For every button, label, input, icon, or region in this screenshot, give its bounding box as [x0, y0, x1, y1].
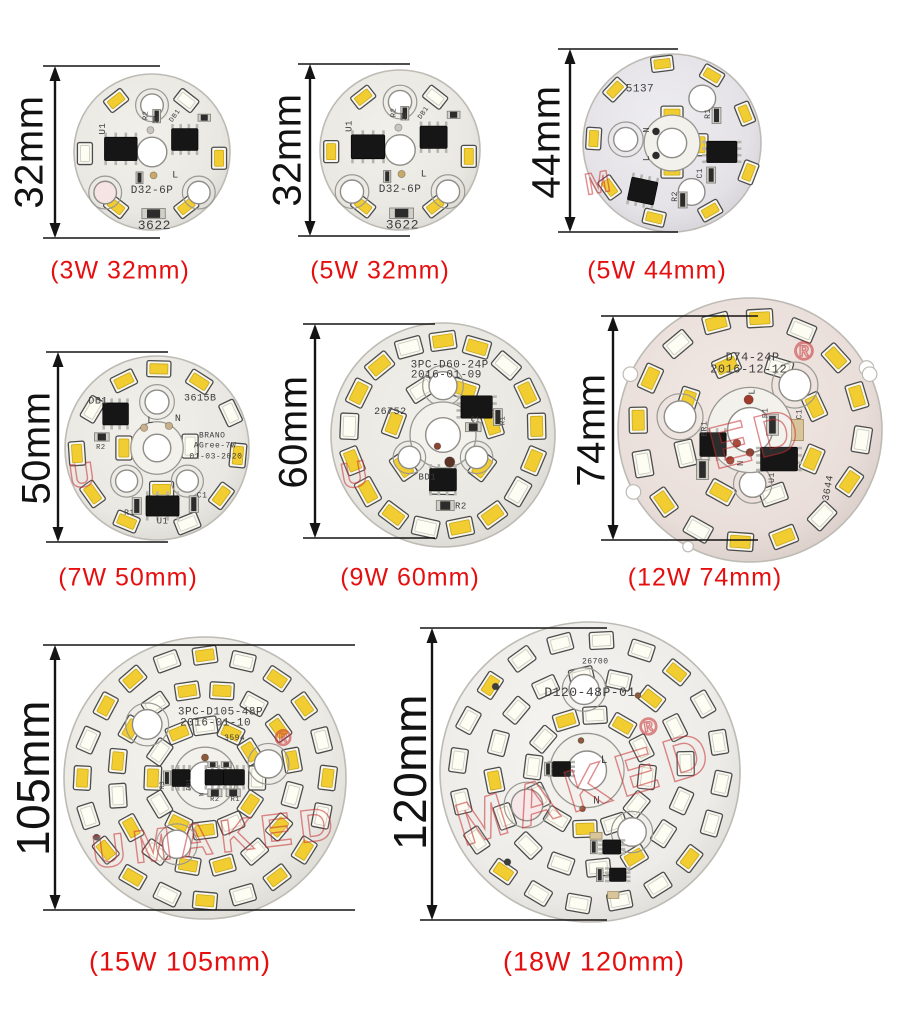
svg-text:®: ® [637, 712, 662, 742]
svg-text:R1: R1 [231, 796, 240, 804]
svg-text:C1: C1 [197, 491, 208, 500]
svg-text:L: L [147, 416, 154, 427]
svg-text:L: L [642, 155, 652, 161]
svg-text:R1: R1 [499, 416, 507, 425]
caption-7w-50mm: (7W 50mm) [58, 563, 198, 592]
caption-5w-44mm: (5W 44mm) [587, 256, 727, 285]
svg-text:N: N [153, 115, 160, 126]
svg-text:U1: U1 [345, 120, 355, 132]
svg-text:D32-6P: D32-6P [131, 185, 174, 197]
dimension-label-5: 60mm [271, 375, 316, 489]
svg-text:26700: 26700 [582, 657, 609, 666]
svg-text:U1: U1 [768, 472, 777, 483]
svg-text:D32-6P: D32-6P [379, 184, 422, 196]
dimension-label-4: 50mm [14, 391, 59, 505]
dimension-label-1: 32mm [7, 95, 52, 209]
svg-text:R2: R2 [455, 502, 467, 512]
pcb-module-5w-44mm: 5137 N L R1 C1 R2 M [558, 48, 762, 233]
svg-text:R2: R2 [143, 111, 151, 120]
svg-text:R2: R2 [671, 191, 680, 202]
svg-text:L: L [421, 169, 428, 180]
svg-text:D120-48P-01: D120-48P-01 [544, 685, 635, 700]
svg-text:R2: R2 [390, 108, 398, 117]
svg-text:C1: C1 [796, 409, 805, 420]
svg-text:3PC-D105-48P: 3PC-D105-48P [178, 706, 263, 718]
svg-text:R3: R3 [159, 781, 166, 789]
svg-text:3622: 3622 [386, 218, 419, 233]
svg-text:3622: 3622 [138, 218, 171, 233]
caption-18w-120mm: (18W 120mm) [502, 946, 686, 977]
svg-text:3PC-D60-24P: 3PC-D60-24P [411, 360, 489, 372]
svg-text:R1: R1 [761, 408, 770, 419]
svg-text:2016-12-12: 2016-12-12 [710, 362, 787, 376]
svg-text:N: N [642, 127, 652, 133]
svg-text:L: L [748, 389, 758, 395]
svg-text:R2: R2 [96, 444, 105, 452]
svg-text:2016-01-10: 2016-01-10 [180, 718, 251, 730]
caption-9w-60mm: (9W 60mm) [340, 563, 480, 592]
svg-text:N: N [736, 460, 746, 466]
svg-text:3644: 3644 [822, 474, 837, 502]
svg-text:01-03-2020: 01-03-2020 [189, 453, 242, 462]
svg-text:C1: C1 [696, 168, 705, 179]
svg-text:M: M [582, 164, 615, 201]
svg-text:DB1: DB1 [185, 778, 192, 790]
svg-text:®: ® [794, 336, 816, 366]
svg-text:3615B: 3615B [184, 394, 217, 405]
dimension-label-3: 44mm [524, 85, 569, 199]
svg-text:U1: U1 [157, 517, 169, 527]
svg-text:R1: R1 [704, 108, 713, 119]
dimension-label-7: 105mm [7, 700, 59, 856]
caption-3w-32mm: (3W 32mm) [50, 256, 190, 285]
caption-15w-105mm: (15W 105mm) [88, 946, 272, 977]
svg-text:3594: 3594 [224, 734, 245, 743]
svg-text:L: L [172, 171, 179, 182]
svg-text:DB1: DB1 [88, 397, 108, 408]
svg-text:D74-24P: D74-24P [726, 350, 780, 364]
svg-text:R2: R2 [210, 796, 219, 804]
dimension-label-6: 74mm [569, 373, 614, 487]
svg-text:N: N [593, 795, 600, 807]
svg-text:®: ® [275, 725, 294, 750]
svg-text:N: N [401, 113, 408, 124]
svg-text:U1: U1 [98, 123, 108, 135]
svg-text:5137: 5137 [626, 84, 654, 96]
svg-text:2016-01-09: 2016-01-09 [411, 370, 482, 382]
svg-text:N: N [199, 792, 206, 796]
svg-text:BD1: BD1 [418, 473, 436, 483]
svg-text:U: U [67, 455, 100, 496]
dimension-label-2: 32mm [265, 93, 310, 207]
svg-text:R1: R1 [124, 509, 135, 518]
dimension-label-8: 120mm [384, 694, 436, 850]
svg-text:L: L [601, 755, 608, 767]
caption-5w-32mm: (5W 32mm) [310, 256, 450, 285]
caption-12w-74mm: (12W 74mm) [627, 563, 783, 592]
svg-text:C1: C1 [471, 416, 480, 424]
svg-text:AGree-7W: AGree-7W [194, 442, 236, 451]
svg-text:N: N [175, 414, 182, 425]
svg-text:BR1: BR1 [701, 421, 710, 437]
svg-text:BRANO: BRANO [199, 432, 226, 441]
svg-text:26752: 26752 [374, 407, 407, 418]
